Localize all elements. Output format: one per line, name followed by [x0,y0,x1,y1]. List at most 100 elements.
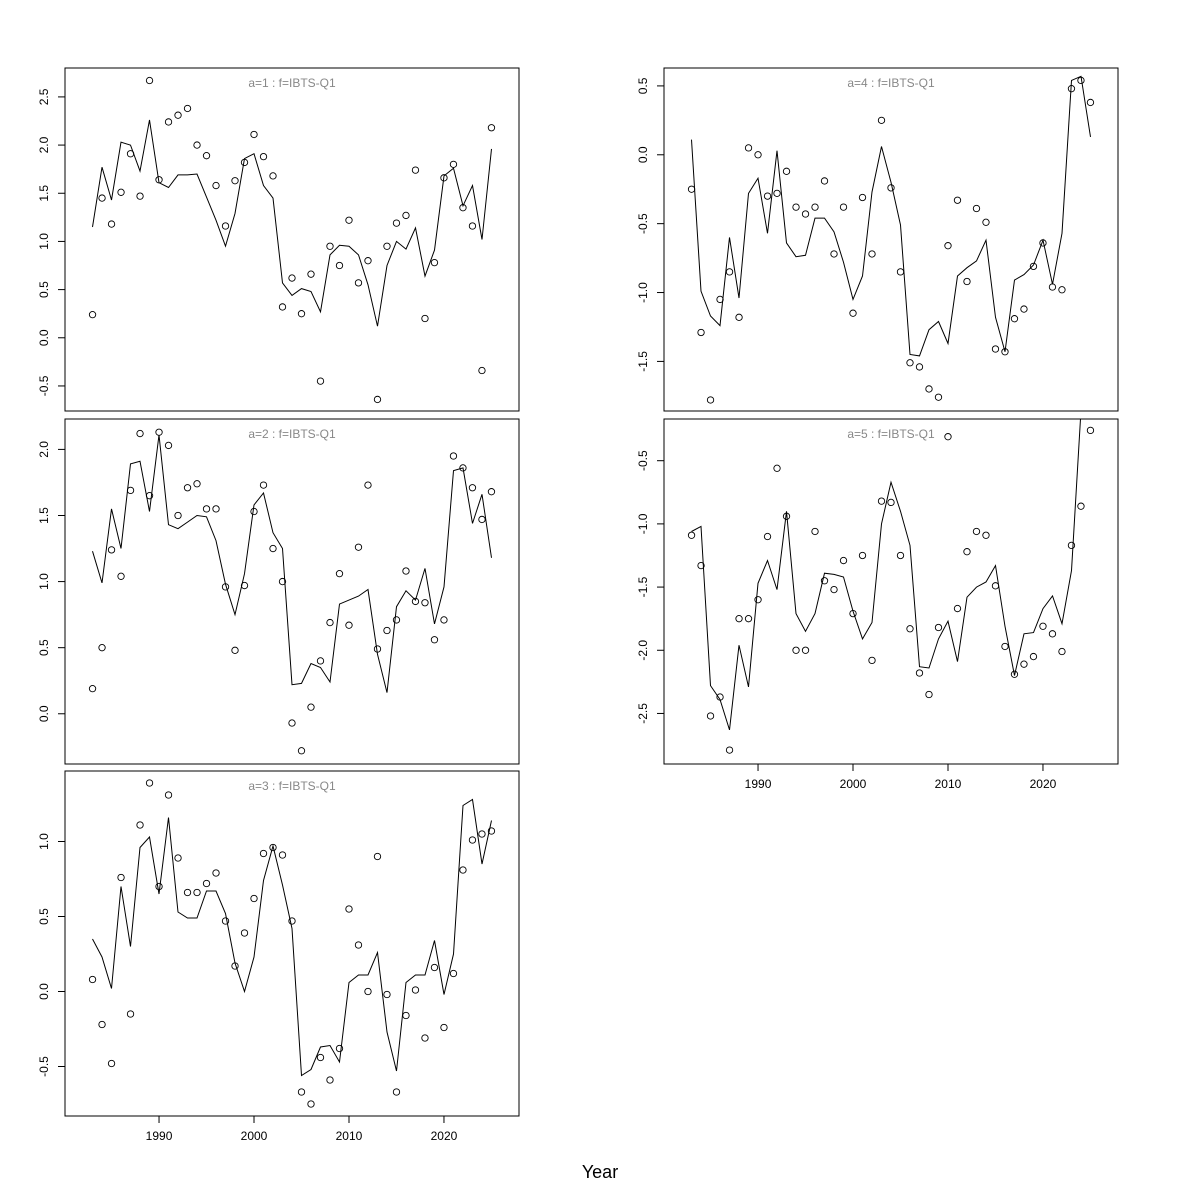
observed-point [849,609,857,618]
observed-point [877,116,886,124]
observed-point [991,582,1000,590]
y-tick-label: -0.5 [37,375,51,396]
observed-point [478,366,486,375]
observed-point [449,969,458,978]
y-tick-label: -0.5 [37,1056,51,1077]
observed-point [297,1088,306,1096]
observed-point [155,176,163,184]
observed-point [193,141,201,149]
observed-point [725,268,734,276]
observed-point [440,174,448,182]
observed-point [925,385,933,393]
observed-point [126,1010,135,1018]
observed-point [183,888,192,897]
y-tick-label: 1.5 [37,507,51,524]
observed-point [1067,541,1076,550]
x-axis-label: Year [582,1162,618,1182]
observed-point [773,189,781,198]
panel-1: a=1 : f=IBTS-Q1 -0.5 0.0 0.5 1.0 1.5 2.0 2.5 [37,67,520,412]
observed-point [735,615,743,623]
x-tick-label: 2010 [935,777,962,791]
y-tick-label: 1.0 [37,573,51,590]
observed-point [421,1034,429,1042]
observed-point [145,779,154,787]
panel-2: a=2 : f=IBTS-Q1 0.0 0.5 1.0 1.5 2.0 [37,418,520,765]
observed-point [307,1100,315,1108]
observed-point [231,962,239,970]
observed-point [487,488,496,496]
observed-point [982,531,990,539]
y-tick-label: 1.5 [37,185,51,202]
y-tick-label: 2.0 [37,136,51,153]
observed-point [982,218,990,226]
observed-point [1010,670,1019,678]
observed-point [430,636,439,644]
observed-point [383,242,391,250]
observed-point [820,577,829,585]
observed-point [155,428,163,436]
observed-point [145,492,154,500]
observed-point [250,130,258,139]
observed-point [288,719,296,727]
observed-point [117,873,125,882]
observed-point [830,250,838,258]
observed-point [915,669,924,677]
observed-point [402,1011,410,1020]
observed-point [1029,652,1038,661]
observed-point [716,693,724,701]
observed-point [934,623,943,632]
observed-point [88,685,97,693]
y-tick-label: -1.5 [636,351,650,372]
observed-point [839,556,848,565]
observed-point [164,441,173,450]
y-tick-label: -2.5 [636,703,650,724]
panel-title: a=1 : f=IBTS-Q1 [248,76,336,90]
observed-point [383,990,391,999]
y-tick-label: 0.0 [37,705,51,722]
observed-point [716,295,724,304]
observed-point [934,393,943,401]
observed-point [193,480,201,488]
panel-title: a=2 : f=IBTS-Q1 [248,427,336,441]
observed-point [174,854,182,862]
observed-point [240,929,249,937]
observed-point [915,363,924,371]
observed-point [478,830,486,838]
y-tick-label: 0.0 [636,146,650,163]
observed-point [1058,286,1066,294]
observed-point [944,433,952,441]
observed-point [202,879,211,888]
y-tick-label: 2.5 [37,88,51,105]
observed-point [487,124,496,132]
observed-point [459,204,467,212]
y-tick-label: 0.5 [636,77,650,94]
x-tick-label: 1990 [146,1129,173,1143]
observed-point [335,570,344,578]
y-tick-label: -1.0 [636,513,650,534]
observed-point [297,310,306,318]
observed-point [773,464,781,472]
panel-3: a=3 : f=IBTS-Q1 -0.5 0.0 0.5 1.0 1990 2000 2010… [37,770,520,1143]
observed-point [402,211,410,220]
observed-point [212,181,220,190]
observed-point [88,975,97,984]
observed-point [392,1088,401,1096]
observed-point [925,690,933,699]
observed-point [183,484,192,492]
observed-point [174,111,182,119]
observed-point [953,604,962,613]
y-tick-label: -2.0 [636,640,650,661]
observed-point [868,656,876,665]
fitted-line [691,75,1091,357]
observed-point [1077,502,1085,510]
observed-point [697,328,705,337]
observed-point [858,551,867,560]
observed-point [259,481,268,489]
observed-point [288,274,296,282]
fitted-line [92,798,492,1077]
observed-point [136,821,144,829]
observed-point [1020,305,1028,313]
observed-point [221,583,230,591]
y-tick-label: -1.5 [636,576,650,597]
